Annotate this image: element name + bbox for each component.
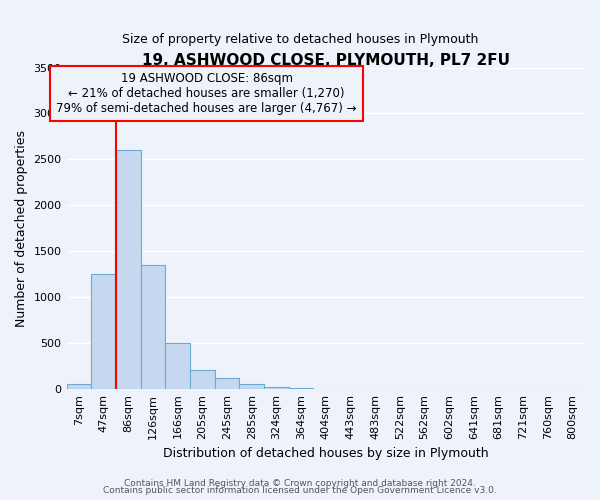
Title: 19, ASHWOOD CLOSE, PLYMOUTH, PL7 2FU: 19, ASHWOOD CLOSE, PLYMOUTH, PL7 2FU bbox=[142, 52, 510, 68]
Bar bbox=[190, 370, 215, 389]
Text: Contains public sector information licensed under the Open Government Licence v3: Contains public sector information licen… bbox=[103, 486, 497, 495]
Text: Size of property relative to detached houses in Plymouth: Size of property relative to detached ho… bbox=[122, 32, 478, 46]
Bar bbox=[239, 384, 264, 389]
Bar bbox=[215, 378, 239, 389]
Bar bbox=[264, 387, 289, 389]
Text: 19 ASHWOOD CLOSE: 86sqm
← 21% of detached houses are smaller (1,270)
79% of semi: 19 ASHWOOD CLOSE: 86sqm ← 21% of detache… bbox=[56, 72, 357, 116]
Bar bbox=[91, 274, 116, 389]
Text: Contains HM Land Registry data © Crown copyright and database right 2024.: Contains HM Land Registry data © Crown c… bbox=[124, 478, 476, 488]
Bar bbox=[140, 265, 165, 389]
X-axis label: Distribution of detached houses by size in Plymouth: Distribution of detached houses by size … bbox=[163, 447, 488, 460]
Bar bbox=[67, 384, 91, 389]
Bar bbox=[165, 343, 190, 389]
Y-axis label: Number of detached properties: Number of detached properties bbox=[15, 130, 28, 326]
Bar bbox=[116, 150, 140, 389]
